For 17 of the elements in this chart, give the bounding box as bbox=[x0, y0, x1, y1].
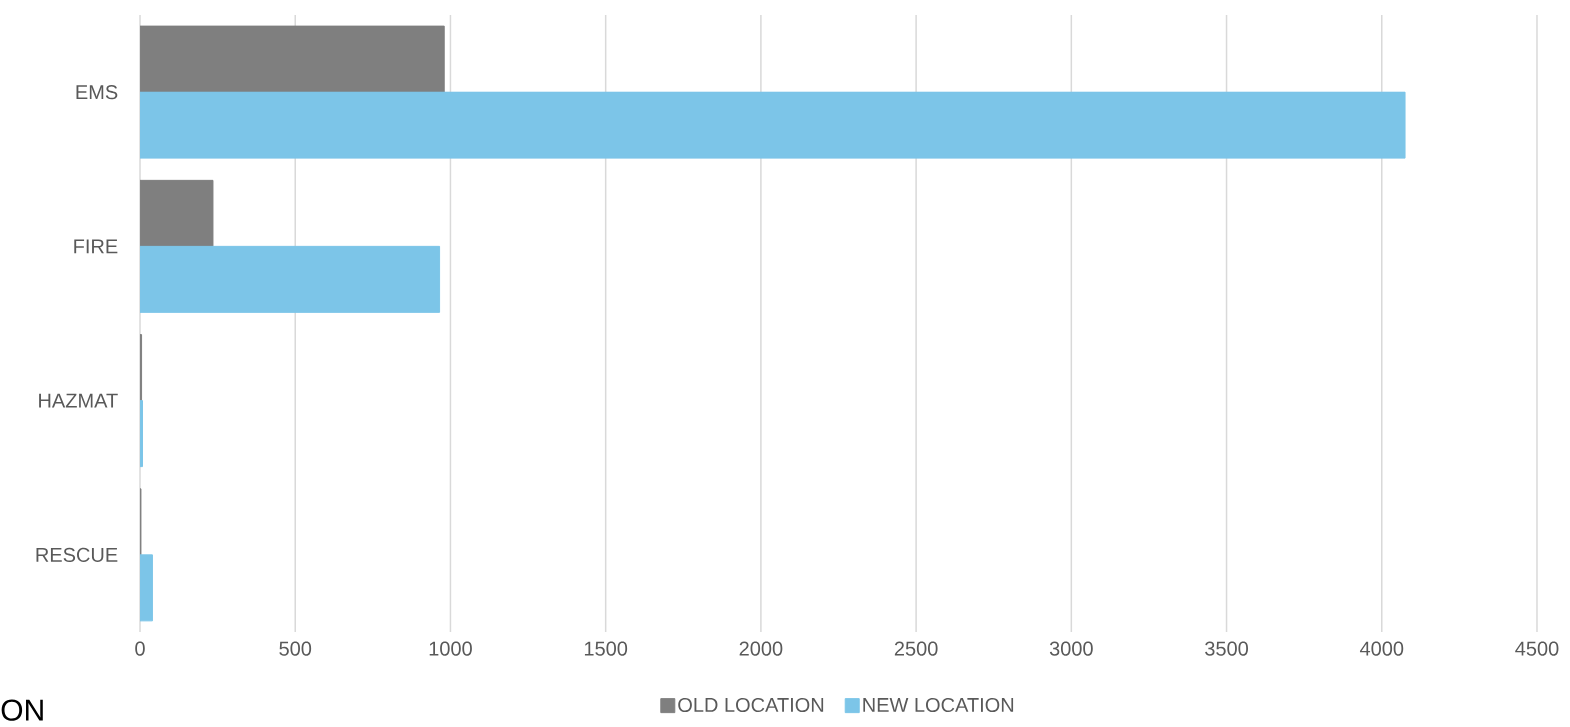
legend-label: NEW LOCATION bbox=[863, 697, 1014, 713]
x-tick-label: 4000 bbox=[1359, 641, 1404, 656]
x-tick-label: 2000 bbox=[739, 641, 783, 656]
y-tick-label: EMS bbox=[76, 85, 118, 100]
legend-label: OLD LOCATION bbox=[678, 697, 824, 713]
y-tick-label: RESCUE bbox=[36, 547, 118, 562]
x-tick-label: 3500 bbox=[1205, 641, 1248, 656]
x-tick-label: 500 bbox=[279, 641, 312, 656]
y-tick-label: FIRE bbox=[74, 239, 118, 254]
x-tick-label: 4500 bbox=[1515, 641, 1559, 656]
x-tick-label: 1000 bbox=[429, 641, 472, 656]
y-tick-label: HAZMAT bbox=[39, 393, 118, 408]
x-tick-label: 1500 bbox=[584, 641, 628, 656]
x-tick-label: 2500 bbox=[894, 641, 938, 656]
x-tick-label: 3000 bbox=[1049, 641, 1093, 656]
x-tick-label: 0 bbox=[135, 641, 145, 656]
text: ON bbox=[1, 699, 43, 721]
